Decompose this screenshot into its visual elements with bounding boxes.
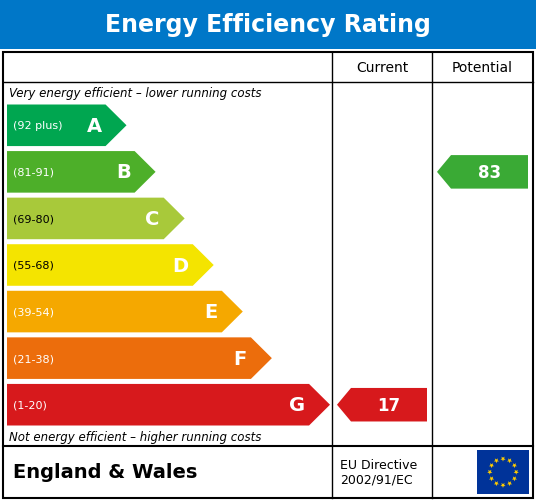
Polygon shape [489,463,494,468]
Text: (92 plus): (92 plus) [13,121,63,131]
Text: 83: 83 [478,163,501,181]
Polygon shape [501,483,505,488]
Polygon shape [7,291,243,333]
Polygon shape [7,338,272,379]
Text: (21-38): (21-38) [13,353,54,363]
Text: 2002/91/EC: 2002/91/EC [340,472,413,485]
Bar [3,53,533,498]
Polygon shape [7,384,330,426]
Polygon shape [7,152,155,193]
Polygon shape [7,244,214,286]
Polygon shape [7,105,126,147]
Text: G: G [289,395,305,414]
Text: Very energy efficient – lower running costs: Very energy efficient – lower running co… [9,86,262,99]
Polygon shape [512,463,517,468]
Text: Energy Efficiency Rating: Energy Efficiency Rating [105,13,431,37]
Text: Potential: Potential [452,61,513,75]
Polygon shape [507,481,512,486]
Text: D: D [173,256,189,275]
Text: (69-80): (69-80) [13,214,54,224]
Text: England & Wales: England & Wales [13,462,197,481]
Text: 17: 17 [377,396,400,414]
Polygon shape [501,457,505,461]
Polygon shape [489,476,494,481]
Bar [0,0,536,50]
Text: C: C [145,209,160,228]
Polygon shape [507,458,512,463]
Polygon shape [337,388,427,422]
Text: (1-20): (1-20) [13,400,47,410]
Text: E: E [205,303,218,322]
Text: Not energy efficient – higher running costs: Not energy efficient – higher running co… [9,431,262,443]
Polygon shape [487,470,493,475]
Text: A: A [86,117,101,135]
Text: (55-68): (55-68) [13,261,54,271]
Polygon shape [494,458,499,463]
Polygon shape [513,470,519,475]
Polygon shape [512,476,517,481]
Bar [477,450,529,494]
Text: Current: Current [356,61,408,75]
Polygon shape [494,481,499,486]
Polygon shape [7,198,184,240]
Text: (81-91): (81-91) [13,167,54,177]
Text: B: B [116,163,131,182]
Text: F: F [234,349,247,368]
Text: EU Directive: EU Directive [340,458,417,471]
Polygon shape [437,156,528,189]
Text: (39-54): (39-54) [13,307,54,317]
